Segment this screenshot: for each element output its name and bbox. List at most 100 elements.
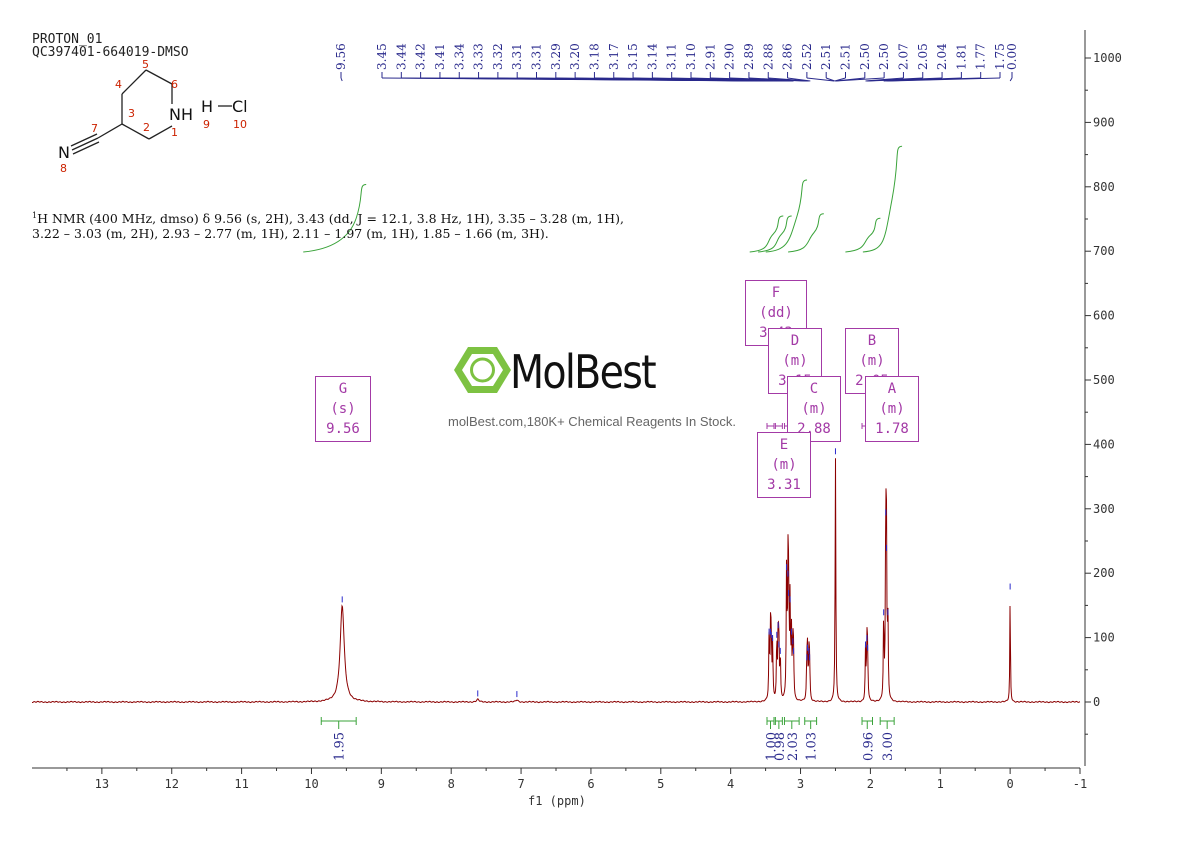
peak-label: 2.88 — [761, 43, 775, 70]
peak-label: 3.42 — [414, 43, 428, 70]
multiplet-letter: B — [867, 333, 877, 349]
integral-value: 0.98 — [773, 732, 788, 761]
molbest-logo-icon — [454, 347, 511, 393]
x-tick-label: 7 — [517, 777, 524, 791]
integral-value: 1.03 — [805, 732, 820, 761]
peak-label: 2.05 — [916, 43, 930, 70]
peak-label: 2.91 — [703, 43, 717, 70]
atom-number-4: 4 — [115, 78, 122, 91]
x-tick-label: 9 — [378, 777, 385, 791]
integral-value: 1.95 — [333, 732, 348, 761]
peak-labels-group: 9.56 3.45 3.44 3.42 3.41 3.34 3.33 3.32 3.31 3.31… — [334, 43, 1019, 82]
atom-number-7: 7 — [91, 122, 98, 135]
cl-label: Cl — [232, 97, 248, 116]
atom-number-3: 3 — [128, 107, 135, 120]
multiplet-type: s — [338, 401, 348, 417]
peak-label: 3.44 — [394, 43, 408, 70]
y-tick-label: 100 — [1093, 631, 1115, 645]
watermark-tagline: molBest.com,180K+ Chemical Reagents In S… — [448, 414, 736, 429]
peak-label: 3.10 — [684, 43, 698, 70]
peak-label: 3.18 — [587, 43, 601, 70]
peak-label: 3.32 — [491, 43, 505, 70]
peak-label: 1.77 — [974, 43, 988, 70]
integral-value: 1.00 — [764, 732, 779, 761]
peak-label: 3.14 — [645, 43, 659, 70]
nmr-description-line2: 3.22 – 3.03 (m, 2H), 2.93 – 2.77 (m, 1H)… — [32, 226, 549, 241]
multiplet-shift: 1.78 — [875, 421, 909, 437]
multiplet-box-g: G (s) 9.56 — [315, 376, 371, 442]
multiplet-type: m — [887, 401, 897, 417]
peak-label: 2.52 — [800, 43, 814, 70]
multiplet-shift: 9.56 — [326, 421, 360, 437]
x-axis-label: f1 (ppm) — [528, 794, 586, 808]
peak-label: 2.89 — [742, 43, 756, 70]
atom-number-6: 6 — [171, 78, 178, 91]
x-tick-label: 10 — [304, 777, 318, 791]
peak-label: 3.45 — [375, 43, 389, 70]
peak-label: 2.50 — [877, 43, 891, 70]
integral-value: 3.00 — [881, 732, 896, 761]
x-tick-label: 0 — [1007, 777, 1014, 791]
peak-label-leader — [867, 77, 943, 82]
peak-label-leader — [887, 77, 1001, 82]
peak-label: 3.29 — [549, 43, 563, 70]
nh-label: NH — [169, 105, 193, 124]
peak-label: 3.41 — [433, 43, 447, 70]
y-tick-label: 600 — [1093, 309, 1115, 323]
description-superscript: 1 — [32, 211, 38, 220]
peak-label: 3.20 — [568, 43, 582, 70]
integrals-group: 1.95 1.000.982.03 1.03 0.96 3.00 — [320, 717, 896, 761]
multiplet-shift: 3.31 — [767, 477, 801, 493]
peak-label: 9.56 — [334, 43, 348, 70]
peak-label: 2.51 — [819, 43, 833, 70]
y-tick-label: 800 — [1093, 180, 1115, 194]
integral-curve — [765, 179, 808, 253]
multiplet-box-e: E (m) 3.31 — [757, 432, 811, 498]
n-label: N — [58, 143, 70, 162]
peak-label: 3.33 — [472, 43, 486, 70]
peak-label: 1.75 — [993, 43, 1007, 70]
x-tick-label: -1 — [1073, 777, 1087, 791]
multiplet-box-a: A (m) 1.78 — [865, 376, 919, 442]
peak-label: 2.90 — [723, 43, 737, 70]
integral-value: 0.96 — [861, 732, 876, 761]
peak-label: 2.50 — [858, 43, 872, 70]
multiplet-type: m — [809, 401, 819, 417]
y-tick-label: 400 — [1093, 437, 1115, 451]
integral-curves-group — [303, 145, 903, 253]
integral-curve — [303, 184, 367, 253]
multiplet-type: dd — [767, 305, 785, 321]
atom-number-9: 9 — [203, 118, 210, 131]
peak-label: 3.17 — [607, 43, 621, 70]
atom-number-10: 10 — [233, 118, 247, 131]
multiplet-letter: G — [338, 381, 348, 397]
x-tick-label: 11 — [234, 777, 248, 791]
atom-number-5: 5 — [142, 58, 149, 71]
peak-label: 3.34 — [452, 43, 466, 70]
peak-label: 3.31 — [530, 43, 544, 70]
peak-label: 2.07 — [896, 43, 910, 70]
x-tick-label: 5 — [657, 777, 664, 791]
multiplet-type: m — [779, 457, 789, 473]
x-tick-label: 4 — [727, 777, 734, 791]
y-tick-label: 300 — [1093, 502, 1115, 516]
integral-value: 2.03 — [786, 732, 801, 761]
multiplet-letter: F — [771, 285, 781, 301]
integral-curve — [758, 215, 792, 253]
y-tick-label: 700 — [1093, 244, 1115, 258]
peak-label-leader — [768, 77, 809, 82]
sample-id: QC397401-664019-DMSO — [32, 45, 189, 60]
multiplet-letter: A — [887, 381, 897, 397]
experiment-name: PROTON_01 — [32, 32, 103, 47]
chart-axes: 13 12 11 10 9 8 7 6 5 4 3 2 1 0 -101002003004005006007… — [32, 30, 1122, 791]
peak-label: 1.81 — [954, 43, 968, 70]
spectrum-trace — [32, 458, 1081, 704]
x-tick-label: 2 — [867, 777, 874, 791]
x-tick-label: 12 — [165, 777, 179, 791]
peak-label: 3.15 — [626, 43, 640, 70]
integral-curve — [788, 213, 824, 253]
peak-label-leader — [787, 77, 811, 82]
peak-label: 3.11 — [665, 43, 679, 70]
peak-label-leader — [835, 77, 885, 82]
